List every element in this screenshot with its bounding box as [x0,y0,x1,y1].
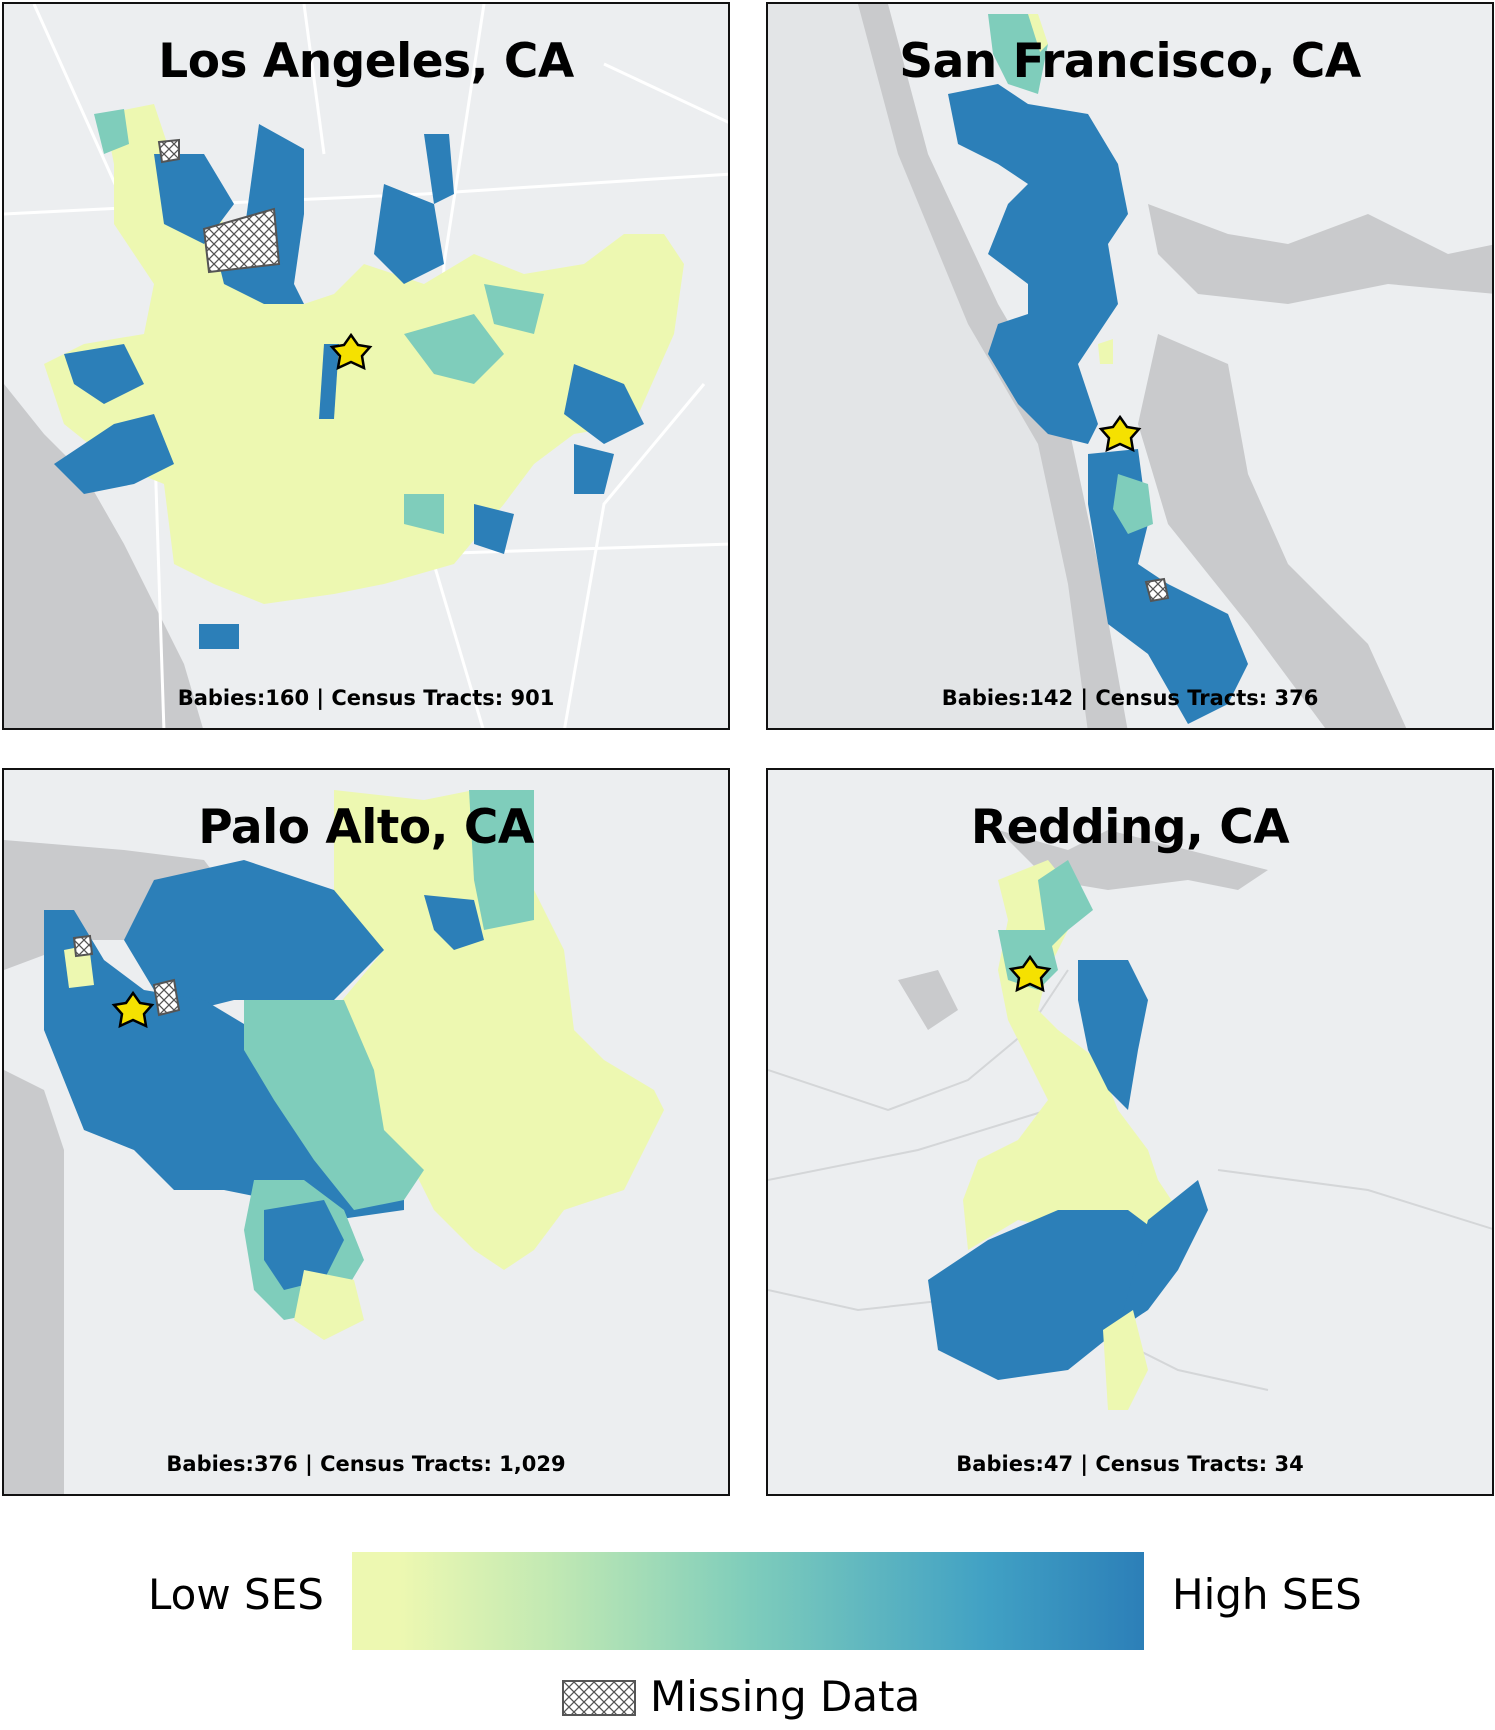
high-ses-region [1078,960,1148,1110]
map-palo-alto [4,770,728,1494]
map-panel-redding: Redding, CA Babies:47 | Census Tracts: 3… [766,768,1494,1496]
low-ses-region [1098,339,1113,364]
low-ses-region [1028,14,1048,52]
low-ses-region [64,945,94,988]
high-ses-region [319,344,339,419]
map-san-francisco [768,4,1492,728]
lake-water [898,970,958,1030]
low-ses-region [294,1270,364,1340]
star-icon [111,990,155,1029]
panel-caption: Babies:142 | Census Tracts: 376 [941,686,1319,710]
mid-ses-region [988,14,1048,94]
high-ses-region [199,624,239,649]
mid-ses-region [404,314,504,384]
legend-low-label: Low SES [148,1570,324,1619]
panel-caption: Babies:160 | Census Tracts: 901 [177,686,555,710]
mid-ses-region [94,109,129,154]
low-ses-region [1103,1310,1148,1410]
bay-water [1138,334,1407,728]
star-icon [329,332,373,371]
high-ses-region [424,134,454,204]
legend-high-label: High SES [1172,1570,1362,1619]
missing-data-label: Missing Data [650,1672,921,1721]
missing-data-region [202,207,281,274]
missing-data-region [1144,577,1170,603]
high-ses-region [54,414,174,494]
map-panel-san-francisco: San Francisco, CA Babies:142 | Census Tr… [766,2,1494,730]
high-ses-region [474,504,514,554]
missing-data-region [72,934,94,958]
ses-regions [44,790,664,1340]
legend-color-bar [352,1552,1144,1650]
panel-title: San Francisco, CA [899,34,1361,89]
mid-ses-region [404,494,444,534]
high-ses-region [574,444,614,494]
map-panel-los-angeles: Los Angeles, CA Babies:160 | Census Trac… [2,2,730,730]
missing-data-region [152,978,181,1017]
ses-regions [928,860,1208,1410]
high-ses-region [1118,1180,1208,1330]
high-ses-region [154,154,234,244]
ocean-area [4,384,203,728]
panel-caption: Babies:47 | Census Tracts: 34 [956,1452,1304,1476]
ses-regions [948,14,1248,724]
ocean-area [4,1070,64,1494]
mid-ses-region [484,284,544,334]
high-ses-region [124,860,384,1010]
panel-caption: Babies:376 | Census Tracts: 1,029 [166,1452,566,1476]
panel-title: Los Angeles, CA [158,34,574,89]
map-redding [768,770,1492,1494]
missing-data-region [157,138,180,164]
high-ses-region [64,344,144,404]
panel-title: Redding, CA [970,800,1290,855]
river-network [768,969,1492,1391]
missing-data-swatch [562,1680,636,1716]
high-ses-region [564,364,644,444]
high-ses-region [264,1200,344,1290]
low-ses-region [334,790,664,1270]
mid-ses-region [244,1000,424,1210]
star-icon [1098,414,1142,453]
panel-title: Palo Alto, CA [198,800,534,855]
high-ses-region [948,84,1128,444]
bay-water [1148,204,1492,304]
high-ses-region [374,184,444,284]
mid-ses-region [1113,474,1153,534]
map-los-angeles [4,4,728,728]
high-ses-region [424,895,484,950]
mid-ses-region [1038,860,1093,950]
mid-ses-region [469,790,534,930]
coastal-land [768,4,1088,728]
star-icon [1008,954,1052,993]
map-panel-palo-alto: Palo Alto, CA Babies:376 | Census Tracts… [2,768,730,1496]
